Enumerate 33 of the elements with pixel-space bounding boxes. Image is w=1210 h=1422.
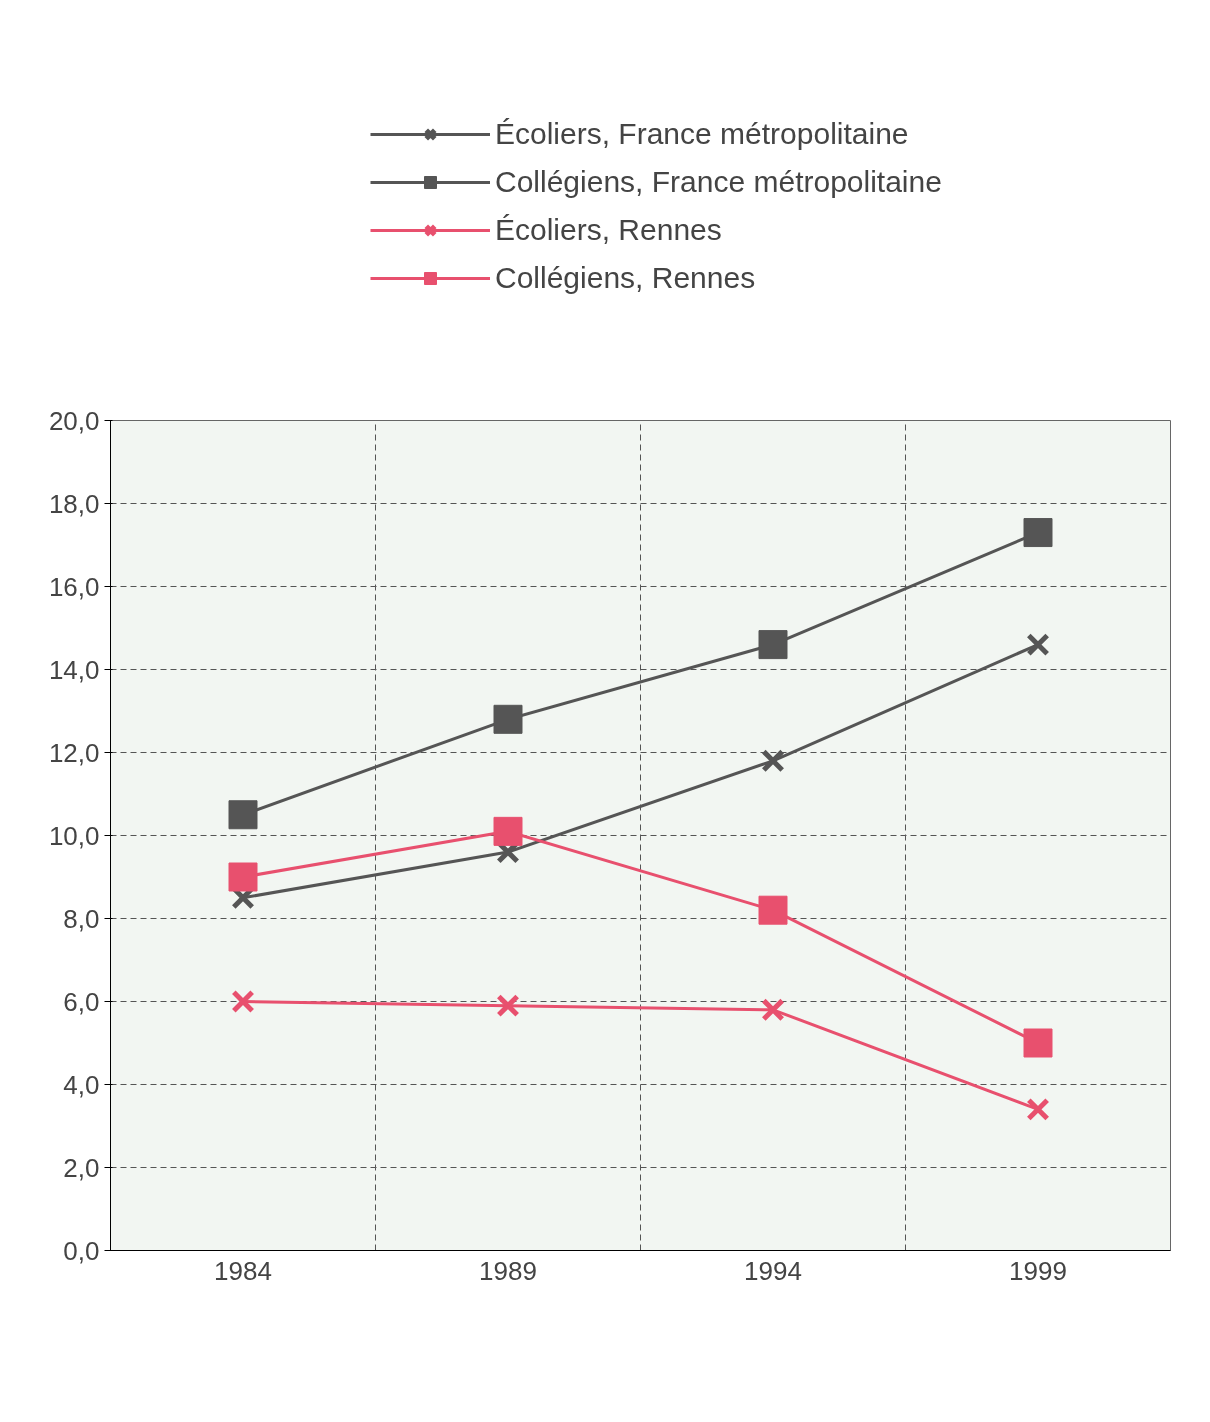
legend-label: Écoliers, France métropolitaine xyxy=(495,117,909,151)
point xyxy=(1026,632,1050,657)
y-tick-label: 20,0 xyxy=(48,405,100,436)
legend-label: Collégiens, Rennes xyxy=(495,261,756,295)
y-tick-label: 10,0 xyxy=(48,820,100,851)
point xyxy=(231,989,255,1014)
point xyxy=(761,749,785,773)
y-tick-label: 6,0 xyxy=(63,986,100,1017)
legend-label: Écoliers, Rennes xyxy=(495,213,722,247)
x-tick-label: 1989 xyxy=(479,1255,537,1286)
y-tick-label: 16,0 xyxy=(48,571,100,602)
y-tick-label: 12,0 xyxy=(48,737,100,768)
point xyxy=(228,800,258,830)
y-tick-label: 14,0 xyxy=(48,654,100,685)
y-tick-label: 0,0 xyxy=(63,1235,100,1266)
point xyxy=(493,816,523,846)
x-tick-label: 1994 xyxy=(744,1255,802,1286)
point xyxy=(758,895,788,925)
point xyxy=(758,630,788,660)
x-tick-label: 1999 xyxy=(1009,1255,1067,1286)
legend-label: Collégiens, France métropolitaine xyxy=(495,165,942,199)
y-tick-label: 18,0 xyxy=(48,488,100,519)
x-tick-label: 1984 xyxy=(214,1255,272,1286)
y-tick-label: 4,0 xyxy=(63,1069,100,1100)
point xyxy=(228,862,258,892)
y-tick-label: 8,0 xyxy=(63,903,100,934)
point xyxy=(1023,1028,1053,1058)
point xyxy=(761,998,785,1022)
point xyxy=(496,993,520,1018)
point xyxy=(1023,518,1053,548)
point xyxy=(493,704,523,734)
point xyxy=(1026,1097,1050,1122)
y-tick-label: 2,0 xyxy=(63,1152,100,1183)
